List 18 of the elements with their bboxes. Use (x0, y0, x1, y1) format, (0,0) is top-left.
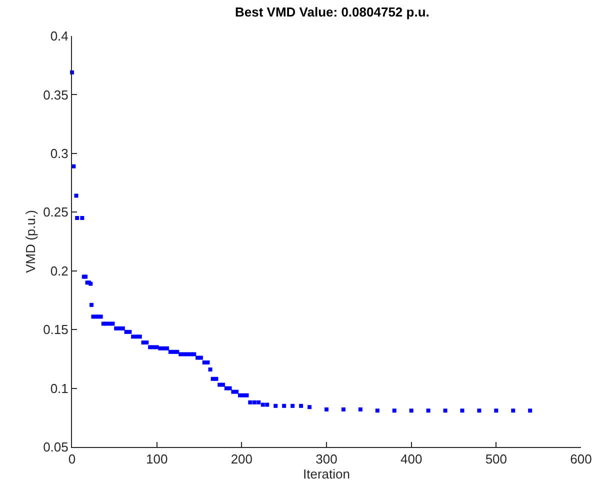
x-tick-label: 300 (316, 452, 338, 467)
x-tick-label: 200 (230, 452, 253, 467)
y-tick-label: 0.35 (43, 87, 68, 102)
y-tick-label: 0.2 (50, 263, 68, 278)
x-axis-title: Iteration (303, 466, 350, 482)
chart-title: Best VMD Value: 0.0804752 p.u. (235, 4, 430, 20)
y-axis-title: VMD (p.u.) (23, 210, 38, 273)
y-tick-label: 0.25 (43, 204, 68, 220)
y-tick-label: 0.3 (50, 146, 68, 161)
x-tick-label: 0 (68, 452, 76, 467)
x-tick-label: 600 (570, 452, 592, 467)
y-tick-label: 0.4 (50, 28, 68, 44)
y-tick-label: 0.1 (50, 380, 68, 396)
y-tick-label: 0.15 (43, 322, 68, 338)
x-tick-label: 100 (146, 452, 168, 467)
y-tick-label: 0.05 (43, 440, 68, 455)
x-tick-label: 500 (485, 452, 508, 467)
x-tick-label: 400 (400, 452, 422, 467)
